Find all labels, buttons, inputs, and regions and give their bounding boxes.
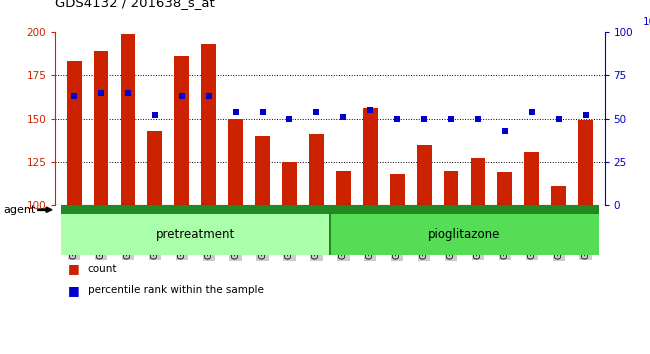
Bar: [202, 44, 216, 205]
Bar: [67, 61, 81, 205]
Text: ■: ■: [68, 284, 80, 297]
Text: GDS4132 / 201638_s_at: GDS4132 / 201638_s_at: [55, 0, 215, 9]
Point: [96, 90, 106, 96]
Point: [177, 93, 187, 99]
Text: 100%: 100%: [643, 17, 650, 27]
Bar: [148, 131, 162, 205]
Bar: [174, 56, 189, 205]
Point: [311, 109, 322, 114]
Point: [473, 116, 483, 121]
Bar: [497, 172, 512, 205]
Bar: [444, 171, 458, 205]
Text: pioglitazone: pioglitazone: [428, 228, 500, 241]
Bar: [228, 119, 243, 205]
Point: [365, 107, 376, 113]
Point: [446, 116, 456, 121]
Point: [554, 116, 564, 121]
Point: [500, 128, 510, 133]
Point: [419, 116, 429, 121]
Point: [69, 93, 79, 99]
Bar: [471, 159, 486, 205]
Text: percentile rank within the sample: percentile rank within the sample: [88, 285, 264, 295]
Bar: [363, 108, 378, 205]
Point: [231, 109, 241, 114]
Point: [203, 93, 214, 99]
Point: [392, 116, 402, 121]
Point: [526, 109, 537, 114]
Bar: [551, 186, 566, 205]
Bar: [94, 51, 109, 205]
Bar: [417, 144, 432, 205]
Point: [150, 112, 160, 118]
Point: [580, 112, 591, 118]
Point: [338, 114, 348, 120]
Text: pretreatment: pretreatment: [155, 228, 235, 241]
Point: [257, 109, 268, 114]
Bar: [525, 152, 540, 205]
Bar: [390, 174, 404, 205]
Bar: [578, 120, 593, 205]
Text: ■: ■: [68, 263, 80, 275]
Bar: [336, 171, 351, 205]
Point: [284, 116, 294, 121]
Bar: [282, 162, 297, 205]
Bar: [255, 136, 270, 205]
Text: agent: agent: [3, 205, 36, 215]
Text: count: count: [88, 264, 117, 274]
Bar: [120, 34, 135, 205]
Bar: [309, 134, 324, 205]
Point: [123, 90, 133, 96]
